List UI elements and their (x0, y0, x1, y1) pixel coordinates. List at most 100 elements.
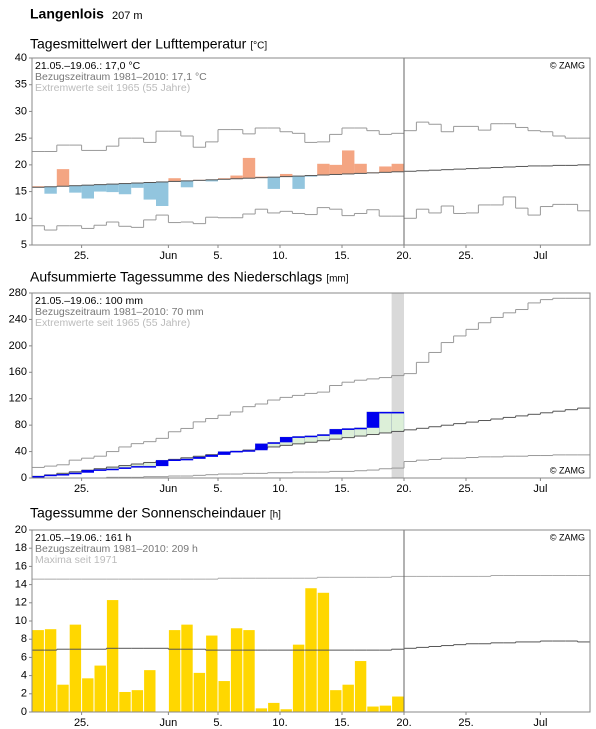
y-tick-label: 10 (15, 212, 27, 224)
bar (392, 696, 404, 712)
daily-increment (391, 411, 404, 414)
daily-increment (168, 459, 181, 461)
daily-increment (56, 474, 70, 476)
bar (280, 709, 292, 712)
anomaly-bar (56, 169, 70, 187)
daily-increment (32, 476, 45, 478)
plot (32, 530, 590, 712)
x-tick-label: 25. (458, 483, 473, 495)
y-tick-label: 200 (9, 340, 27, 352)
current-day-band (391, 293, 404, 478)
annotation: Bezugszeitraum 1981–2010: 70 mm (35, 306, 204, 318)
anomaly-bar (292, 176, 305, 189)
y-tick-label: 2 (21, 688, 27, 700)
daily-increment (118, 467, 132, 469)
anomaly-bar (255, 176, 268, 178)
y-tick-label: 40 (15, 445, 27, 457)
anomaly-bar (156, 181, 169, 206)
anomaly-bar (44, 186, 57, 194)
anomaly-bar (168, 178, 181, 182)
x-tick-label: 20. (396, 717, 411, 729)
y-tick-label: 30 (15, 105, 27, 117)
x-tick-label: 15. (334, 717, 349, 729)
plot (31, 293, 590, 479)
daily-increment (267, 442, 280, 444)
x-tick-label: Jun (160, 717, 178, 729)
bar (69, 624, 82, 712)
y-tick-label: 240 (9, 313, 27, 325)
max-connector (43, 298, 554, 468)
anomaly-bar (205, 179, 218, 182)
y-tick-label: 6 (21, 651, 27, 663)
anomaly-bar (218, 178, 231, 180)
chart-title: Aufsummierte Tagessumme des Niederschlag… (30, 269, 322, 285)
bar (32, 630, 44, 712)
annotation: 21.05.–19.06.: 100 mm (35, 295, 143, 307)
annotation: 21.05.–19.06.: 17,0 °C (35, 60, 141, 72)
y-tick-label: 18 (15, 542, 27, 554)
plot-frame (31, 292, 591, 479)
x-tick-label: 5. (213, 483, 222, 495)
bar (292, 644, 305, 712)
daily-increment (280, 437, 293, 443)
anomaly-bar (180, 180, 194, 188)
y-tick-label: 40 (15, 52, 27, 64)
daily-increment (304, 435, 318, 438)
anomaly-bar (32, 186, 45, 188)
chart-title: Tagesmittelwert der Lufttemperatur (30, 36, 247, 52)
x-tick-label: 10. (272, 717, 287, 729)
anomaly-bar (267, 177, 280, 189)
x-tick-label: Jul (533, 717, 547, 729)
copyright: © ZAMG (550, 465, 585, 475)
y-tick-label: 14 (15, 579, 27, 591)
y-tick-label: 5 (21, 239, 27, 251)
daily-increment (342, 428, 355, 430)
anomaly-bar (106, 184, 119, 193)
daily-increment (143, 466, 156, 468)
daily-increment (292, 436, 305, 438)
bar (131, 690, 144, 712)
chart-unit: [mm] (326, 274, 348, 285)
daily-increment (329, 429, 342, 435)
bar (193, 672, 206, 712)
daily-increment (94, 469, 107, 471)
x-tick-label: 25. (74, 717, 89, 729)
plot-frame (31, 57, 591, 246)
x-tick-label: Jul (533, 483, 547, 495)
daily-increment (218, 451, 231, 455)
x-tick-label: Jun (160, 483, 178, 495)
x-tick-label: 25. (74, 483, 89, 495)
chart-title: Tagessumme der Sonnenscheindauer (30, 505, 266, 521)
annotation: Extremwerte seit 1965 (55 Jahre) (35, 317, 190, 329)
bar (57, 684, 69, 712)
bar (119, 691, 131, 712)
bar (106, 600, 119, 712)
bar (82, 678, 94, 712)
chart-unit: [°C] (250, 41, 267, 52)
annotation: Bezugszeitraum 1981–2010: 17,1 °C (35, 71, 207, 83)
anomaly-bar (379, 166, 392, 173)
chart-unit: [h] (270, 510, 281, 521)
bar (144, 670, 156, 712)
annotation: 21.05.–19.06.: 161 h (35, 532, 131, 544)
anomaly-bar (131, 183, 144, 188)
station-elevation: 207 m (112, 10, 143, 22)
anomaly-bar (242, 157, 256, 179)
y-tick-label: 8 (21, 633, 27, 645)
bar (44, 629, 57, 712)
x-tick-label: 25. (74, 250, 89, 262)
y-tick-label: 15 (15, 185, 27, 197)
anomaly-bar (317, 163, 330, 176)
y-tick-label: 16 (15, 560, 27, 572)
anomaly-bar (329, 164, 342, 175)
y-tick-label: 280 (9, 287, 27, 299)
daily-increment (81, 470, 94, 473)
daily-increment (106, 468, 119, 471)
daily-increment (156, 460, 169, 467)
anomaly-bar (143, 182, 156, 200)
x-tick-label: 10. (272, 250, 287, 262)
y-tick-label: 0 (21, 472, 27, 484)
anomaly-bar (391, 163, 404, 172)
x-tick-label: Jun (160, 250, 178, 262)
bar (168, 630, 181, 712)
